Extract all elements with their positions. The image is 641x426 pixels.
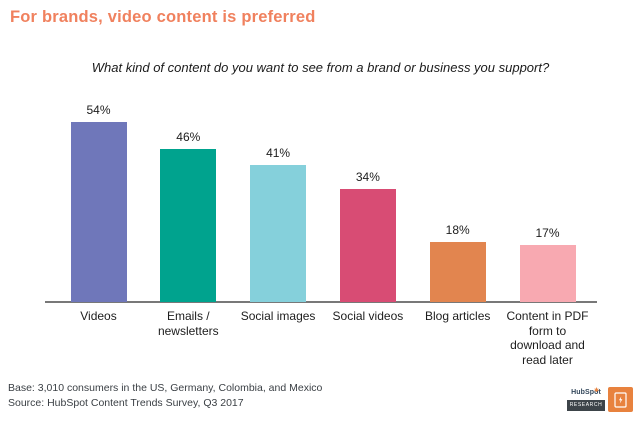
bar-videos	[70, 122, 127, 302]
value-label-videos: 54%	[86, 103, 111, 117]
value-label-blog-articles: 18%	[445, 223, 470, 237]
bar-content-in-pdf-form-to-download-and-read-later	[519, 245, 576, 302]
hubspot-research-logo: HubSpot ✱ RESEARCH	[567, 387, 633, 414]
hubspot-wordmark: HubSpot	[571, 389, 601, 396]
x-axis-line	[45, 301, 597, 303]
hubspot-sprocket-icon: ✱	[594, 388, 600, 394]
document-bolt-icon	[614, 391, 627, 408]
base-note: Base: 3,010 consumers in the US, Germany…	[8, 382, 323, 394]
source-note: Source: HubSpot Content Trends Survey, Q…	[8, 396, 244, 409]
chart-title: For brands, video content is preferred	[10, 8, 316, 26]
bar-blog-articles	[429, 242, 486, 302]
research-doc-badge	[608, 387, 633, 412]
footer-notes: Base: 3,010 consumers in the US, Germany…	[8, 381, 322, 410]
bar-emails-newsletters	[160, 148, 217, 302]
research-label: RESEARCH	[567, 400, 605, 411]
bar-social-videos	[339, 188, 396, 302]
category-label-social-videos: Social videos	[332, 309, 404, 323]
bar-social-images	[250, 165, 307, 302]
category-label-videos: Videos	[80, 309, 117, 323]
value-label-emails-newsletters: 46%	[176, 129, 201, 144]
category-label-content-in-pdf-form-to-download-and-read-later: Content in PDF form to download and read…	[506, 309, 589, 367]
category-label-social-images: Social images	[240, 309, 316, 323]
category-label-blog-articles: Blog articles	[425, 309, 491, 323]
chart-subtitle: What kind of content do you want to see …	[91, 60, 550, 75]
value-label-social-images: 41%	[266, 146, 291, 161]
category-label-emails-newsletters: Emails / newsletters	[157, 309, 219, 338]
value-label-social-videos: 34%	[355, 169, 380, 184]
value-label-content-in-pdf-form-to-download-and-read-later: 17%	[535, 226, 560, 241]
